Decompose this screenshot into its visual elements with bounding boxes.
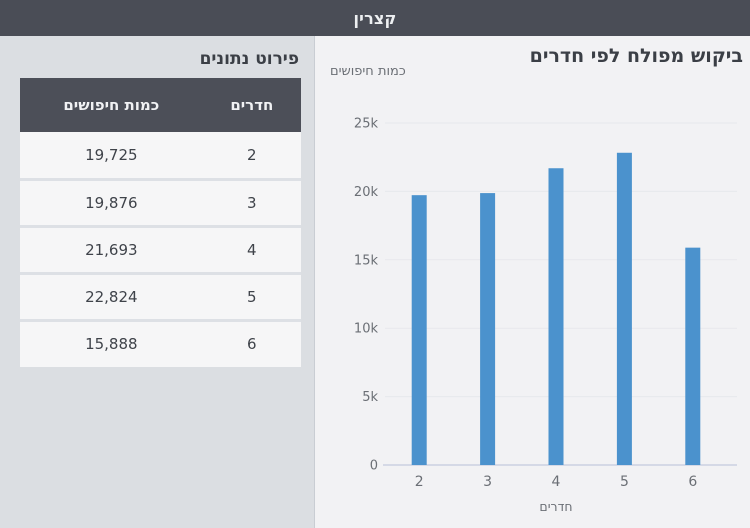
bar[interactable] — [411, 195, 427, 466]
searches-cell: 19,876 — [20, 177, 203, 226]
table-row: 4 21,693 — [20, 224, 301, 273]
table-row: 5 22,824 — [20, 271, 301, 320]
y-axis-label: כמות חיפושים — [330, 64, 406, 79]
bar[interactable] — [548, 168, 564, 466]
column-header-searches: כמות חיפושים — [20, 78, 203, 132]
rooms-cell: 3 — [202, 177, 301, 226]
demand-bar-chart: 0 5k 10k 15k 20k 25k 2 3 4 5 6 חדרים — [354, 117, 737, 514]
y-tick-label: 0 — [370, 459, 378, 474]
bar[interactable] — [685, 247, 701, 465]
app-header: קצרין — [0, 0, 750, 36]
searches-cell: 19,725 — [20, 132, 203, 179]
table-row: 6 15,888 — [20, 318, 301, 367]
x-tick-label: 4 — [552, 474, 561, 490]
chart-title: ביקוש מפולח לפי חדרים — [529, 45, 743, 67]
table-row: 3 19,876 — [20, 177, 301, 226]
searches-cell: 21,693 — [20, 224, 203, 273]
rooms-cell: 5 — [202, 271, 301, 320]
y-tick-label: 10k — [354, 322, 379, 337]
details-table: חדרים כמות חיפושים 2 19,725 3 19,876 4 2… — [20, 78, 301, 367]
bar[interactable] — [616, 152, 632, 465]
main-content: פירוט נתונים חדרים כמות חיפושים 2 19,725… — [0, 36, 750, 528]
table-row: 2 19,725 — [20, 132, 301, 179]
searches-cell: 22,824 — [20, 271, 203, 320]
rooms-cell: 2 — [202, 132, 301, 179]
x-axis-label: חדרים — [539, 499, 572, 514]
y-tick-label: 15k — [354, 253, 379, 268]
rooms-cell: 4 — [202, 224, 301, 273]
demand-chart-panel: ביקוש מפולח לפי חדרים כמות חיפושים 0 5k 10… — [315, 36, 750, 528]
y-tick-label: 20k — [354, 185, 379, 200]
x-tick-label: 6 — [688, 474, 697, 490]
x-tick-label: 3 — [483, 474, 492, 490]
table-header-row: חדרים כמות חיפושים — [20, 78, 301, 132]
data-details-panel: פירוט נתונים חדרים כמות חיפושים 2 19,725… — [0, 36, 315, 528]
y-tick-label: 25k — [354, 117, 379, 132]
rooms-cell: 6 — [202, 318, 301, 367]
column-header-rooms: חדרים — [202, 78, 301, 132]
details-panel-title: פירוט נתונים — [199, 49, 299, 69]
page-title: קצרין — [353, 8, 397, 28]
x-tick-label: 5 — [620, 474, 629, 490]
y-tick-label: 5k — [362, 390, 378, 405]
searches-cell: 15,888 — [20, 318, 203, 367]
x-tick-label: 2 — [415, 474, 424, 490]
bar[interactable] — [480, 193, 496, 465]
